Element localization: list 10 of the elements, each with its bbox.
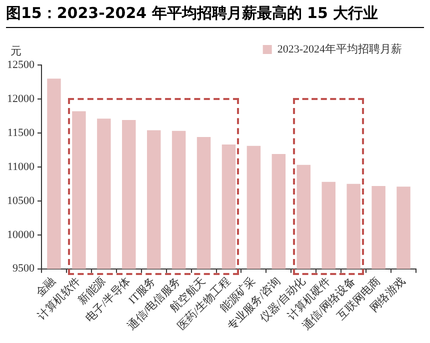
y-tick-label: 10500 bbox=[7, 194, 35, 207]
y-tick-label: 12000 bbox=[7, 92, 35, 105]
y-tick-label: 9500 bbox=[12, 262, 35, 275]
legend-label: 2023-2024年平均招聘月薪 bbox=[277, 42, 402, 56]
y-tick-label: 10000 bbox=[7, 228, 35, 241]
y-axis-title: 元 bbox=[10, 45, 22, 58]
y-tick-label: 11000 bbox=[7, 160, 35, 173]
chart-title: 图15：2023-2024 年平均招聘月薪最高的 15 大行业 bbox=[6, 4, 424, 28]
y-tick-label: 11500 bbox=[7, 126, 35, 139]
y-tick-label: 12500 bbox=[7, 58, 35, 71]
